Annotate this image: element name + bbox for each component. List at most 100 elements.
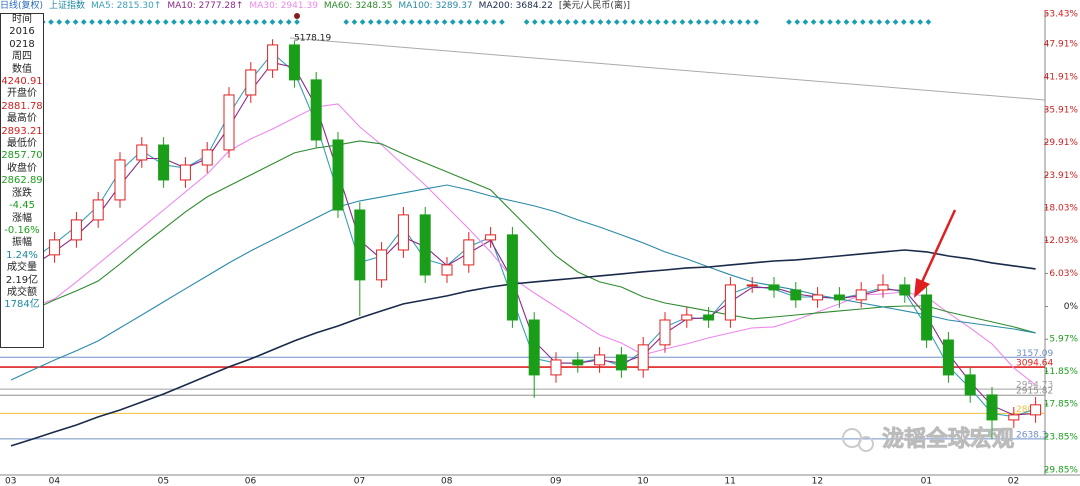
candle-body [332,139,344,211]
legend-entry: MA5: 2815.30↑ [91,1,162,11]
y-tick-label: 12.03% [1044,236,1079,246]
info-label: 收盘价 [7,162,37,174]
y-tick-label: 29.85% [1044,465,1079,475]
x-tick-label: 07 [354,477,365,486]
y-tick-label: 35.91% [1044,105,1079,115]
candle-body [201,149,213,166]
signal-diamond [384,19,391,25]
signal-diamond [712,19,719,25]
legend-value: 2777.28↑ [198,1,244,11]
candle-body [419,214,431,276]
info-value: 2.19亿 [5,274,39,286]
signal-row [7,19,932,25]
signal-diamond [671,19,678,25]
candle-body [768,284,780,291]
signal-diamond [654,19,661,25]
candle-body [550,359,562,376]
info-label: 成交量 [7,262,37,274]
ma-line [10,249,1036,447]
signal-diamond [408,19,415,25]
signal-diamond [802,19,809,25]
legend-name: MA5 [91,1,111,11]
signal-diamond [294,19,300,25]
signal-diamond [917,19,924,25]
signal-diamond [679,19,686,25]
signal-diamond [64,19,71,25]
candle-body [594,354,606,366]
signal-diamond [564,19,571,25]
signal-diamond [884,19,891,25]
signal-diamond [786,19,792,25]
signal-diamond [433,19,440,25]
signal-diamond [236,19,243,25]
signal-diamond [909,19,915,25]
info-label: 振幅 [12,237,32,249]
signal-diamond [474,19,481,25]
signal-diamond [736,19,743,25]
signal-diamond [490,19,497,25]
candle-body [114,159,126,201]
candle-body [833,294,845,301]
signal-diamond [728,19,735,25]
candle-body [921,294,933,341]
signal-diamond [843,19,850,25]
candle-body [223,94,235,151]
y-tick-label: 23.91% [1044,171,1079,181]
x-tick-label: 04 [49,477,61,486]
candle-body [528,319,540,376]
info-label: 最高价 [7,113,37,125]
signal-diamond [466,19,473,25]
signal-diamond [130,19,136,25]
candle-body [158,144,170,181]
info-value: 2881.78 [1,100,43,112]
y-tick-label: 11.85% [1044,367,1079,377]
signal-diamond [745,19,751,25]
info-label: 涨幅 [12,212,32,224]
signal-diamond [220,19,227,25]
signal-diamond [146,19,153,25]
signal-diamond [531,19,538,25]
candle-body [463,239,475,266]
signal-diamond [794,19,801,25]
signal-diamond [228,19,235,25]
signal-diamond [925,19,932,25]
signal-diamond [244,19,251,25]
candle-body [376,249,388,281]
signal-diamond [80,19,87,25]
price-line-label: 2954.73 [1016,381,1053,391]
signal-diamond [810,19,817,25]
candle-body [267,44,279,71]
price-line-label: 3157.09 [1016,349,1053,359]
header-label: [美元/人民币(离)] [558,1,630,11]
candle-body [703,314,715,321]
legend-name: MA100 [398,1,430,11]
signal-diamond [48,19,54,25]
candle-body [877,284,889,291]
signal-diamond [203,19,210,25]
legend-entry: MA10: 2777.28↑ [167,1,244,11]
signal-diamond [212,19,218,25]
signal-diamond [138,19,145,25]
signal-diamond [589,19,596,25]
header: 日线(复权) 上证指数 MA5: 2815.30↑ MA10: 2777.28↑ MA3… [0,0,1080,13]
signal-diamond [417,19,423,25]
signal-diamond [441,19,448,25]
legend-entry: MA30: 2941.39 [249,1,318,11]
signal-diamond [392,19,399,25]
signal-diamond [154,19,161,25]
info-label: 成交额 [7,286,37,298]
signal-diamond [868,19,874,25]
signal-diamond [425,19,432,25]
legend-name: MA200 [478,1,510,11]
info-value: 2893.21 [1,125,43,137]
ma-line [10,61,1036,416]
signal-diamond [121,19,128,25]
legend-value: 2941.39 [280,1,318,11]
info-value: 2862.89 [1,175,43,187]
ma-line [10,184,1036,381]
candle-body [245,69,257,96]
max-label: 5178.19 [294,34,331,44]
info-value: 1.24% [6,249,38,261]
